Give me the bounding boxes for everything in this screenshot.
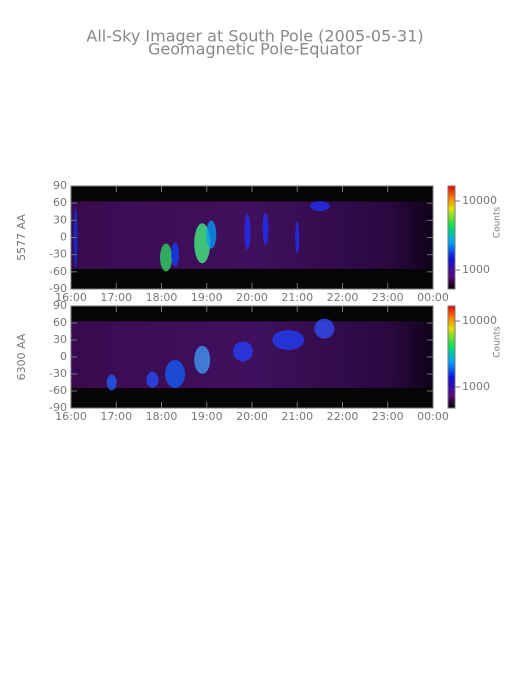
image-feature xyxy=(262,212,269,245)
colorbar-label: Counts xyxy=(493,326,503,358)
y-tick-label: 30 xyxy=(53,213,67,226)
image-feature xyxy=(314,318,335,339)
y-tick-label: -30 xyxy=(49,367,67,380)
y-axis-label: 6300 AA xyxy=(15,333,28,380)
colorbar xyxy=(447,305,456,409)
x-tick-label: 19:00 xyxy=(191,410,223,423)
y-tick-label: 90 xyxy=(53,299,67,312)
image-feature xyxy=(146,371,159,388)
x-tick-label: 17:00 xyxy=(100,291,132,304)
x-tick-label: 23:00 xyxy=(372,291,404,304)
colorbar-tick-label: 10000 xyxy=(462,194,497,207)
x-tick-label: 22:00 xyxy=(327,291,359,304)
image-feature xyxy=(194,345,211,374)
x-tick-label: 00:00 xyxy=(417,410,449,423)
colorbar-tick-label: 10000 xyxy=(462,314,497,327)
image-feature xyxy=(106,374,117,391)
y-tick-label: -60 xyxy=(49,265,67,278)
colorbar-tick-label: 1000 xyxy=(462,263,490,276)
x-tick-label: 20:00 xyxy=(236,410,268,423)
x-tick-label: 22:00 xyxy=(327,410,359,423)
x-tick-label: 20:00 xyxy=(236,291,268,304)
chart-subtitle: Geomagnetic Pole-Equator xyxy=(148,40,362,59)
x-tick-label: 21:00 xyxy=(281,291,313,304)
image-feature xyxy=(194,223,211,264)
x-tick-label: 16:00 xyxy=(55,410,87,423)
y-tick-label: -60 xyxy=(49,384,67,397)
colorbar xyxy=(447,185,456,290)
image-feature xyxy=(295,221,300,254)
colorbar-tick-label: 1000 xyxy=(462,380,490,393)
image-feature xyxy=(160,243,173,272)
colorbar-label: Counts xyxy=(493,206,503,238)
y-tick-label: 60 xyxy=(53,196,67,209)
image-feature xyxy=(232,341,253,362)
y-tick-label: -30 xyxy=(49,248,67,261)
image-feature xyxy=(171,242,180,267)
x-tick-label: 23:00 xyxy=(372,410,404,423)
y-tick-label: 60 xyxy=(53,316,67,329)
x-tick-label: 19:00 xyxy=(191,291,223,304)
y-tick-label: 90 xyxy=(53,179,67,192)
y-tick-label: 0 xyxy=(60,350,67,363)
y-tick-label: 0 xyxy=(60,231,67,244)
y-tick-label: 30 xyxy=(53,333,67,346)
image-feature xyxy=(165,360,186,388)
image-feature xyxy=(309,201,330,212)
y-tick-label: -90 xyxy=(49,282,67,295)
image-feature xyxy=(206,220,217,249)
chart-title: All-Sky Imager at South Pole (2005-05-31… xyxy=(86,27,423,46)
y-axis-label: 5577 AA xyxy=(15,214,28,261)
x-tick-label: 18:00 xyxy=(146,291,178,304)
x-tick-label: 18:00 xyxy=(146,410,178,423)
x-tick-label: 17:00 xyxy=(100,410,132,423)
image-feature xyxy=(272,330,305,350)
x-tick-label: 21:00 xyxy=(281,410,313,423)
x-tick-label: 16:00 xyxy=(55,291,87,304)
x-tick-label: 00:00 xyxy=(417,291,449,304)
y-tick-label: -90 xyxy=(49,401,67,414)
image-feature xyxy=(244,213,251,250)
